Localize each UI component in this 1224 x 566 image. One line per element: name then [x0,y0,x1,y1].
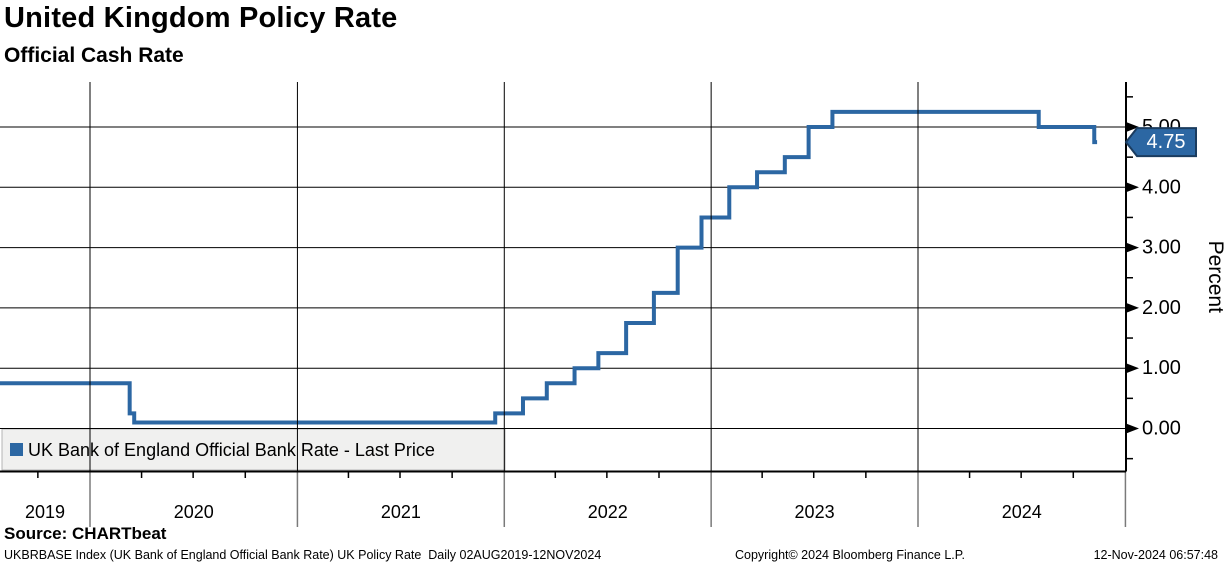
y-tick-arrow [1126,363,1139,374]
y-tick-arrow [1126,122,1139,132]
legend-box [1,428,506,471]
y-axis-title: Percent [1204,241,1224,314]
x-year-label: 2021 [381,502,421,522]
timestamp: 12-Nov-2024 06:57:48 [1093,548,1218,562]
ticker-description: UKBRBASE Index (UK Bank of England Offic… [4,548,602,562]
source-label: Source: CHARTbeat [4,524,167,543]
copyright-notice: Copyright© 2024 Bloomberg Finance L.P. [735,548,965,562]
y-tick-label: 2.00 [1142,297,1181,319]
x-year-label: 2023 [795,502,835,522]
y-tick-arrow [1126,302,1139,313]
rate-line-series [0,109,1098,425]
y-tick-label: 1.00 [1142,357,1181,379]
x-year-label: 2020 [174,502,214,522]
x-year-label: 2022 [588,502,628,522]
last-price-badge [1124,127,1197,158]
page-title: United Kingdom Policy Rate [4,2,398,34]
y-tick-label: 3.00 [1142,237,1181,259]
y-tick-arrow [1126,423,1139,434]
page-subtitle: Official Cash Rate [4,44,184,67]
y-tick-arrow [1126,182,1139,193]
y-tick-arrow [1126,242,1139,253]
x-year-label: 2024 [1002,502,1042,522]
y-tick-label: 4.00 [1142,176,1181,198]
legend-label[interactable]: UK Bank of England Official Bank Rate - … [28,440,435,460]
x-year-label: 2019 [25,502,65,522]
last-price-value: 4.75 [1147,131,1186,153]
legend-marker [10,443,23,456]
y-tick-label: 0.00 [1142,418,1181,440]
